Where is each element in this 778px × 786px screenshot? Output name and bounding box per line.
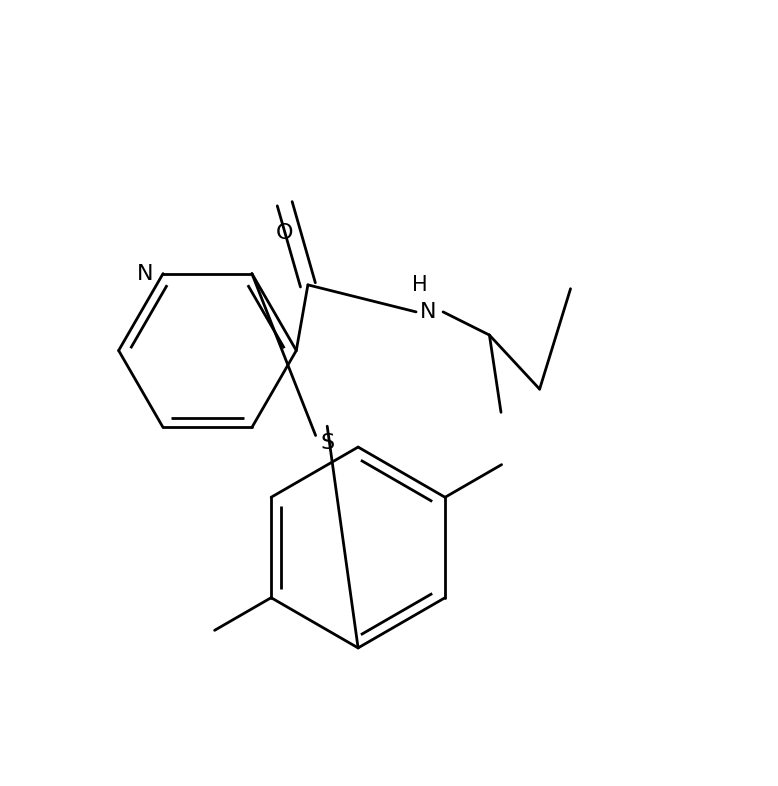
Text: S: S xyxy=(320,433,335,454)
Text: O: O xyxy=(276,223,293,243)
Text: H: H xyxy=(412,275,428,295)
Text: N: N xyxy=(137,263,154,284)
Text: N: N xyxy=(420,302,436,322)
